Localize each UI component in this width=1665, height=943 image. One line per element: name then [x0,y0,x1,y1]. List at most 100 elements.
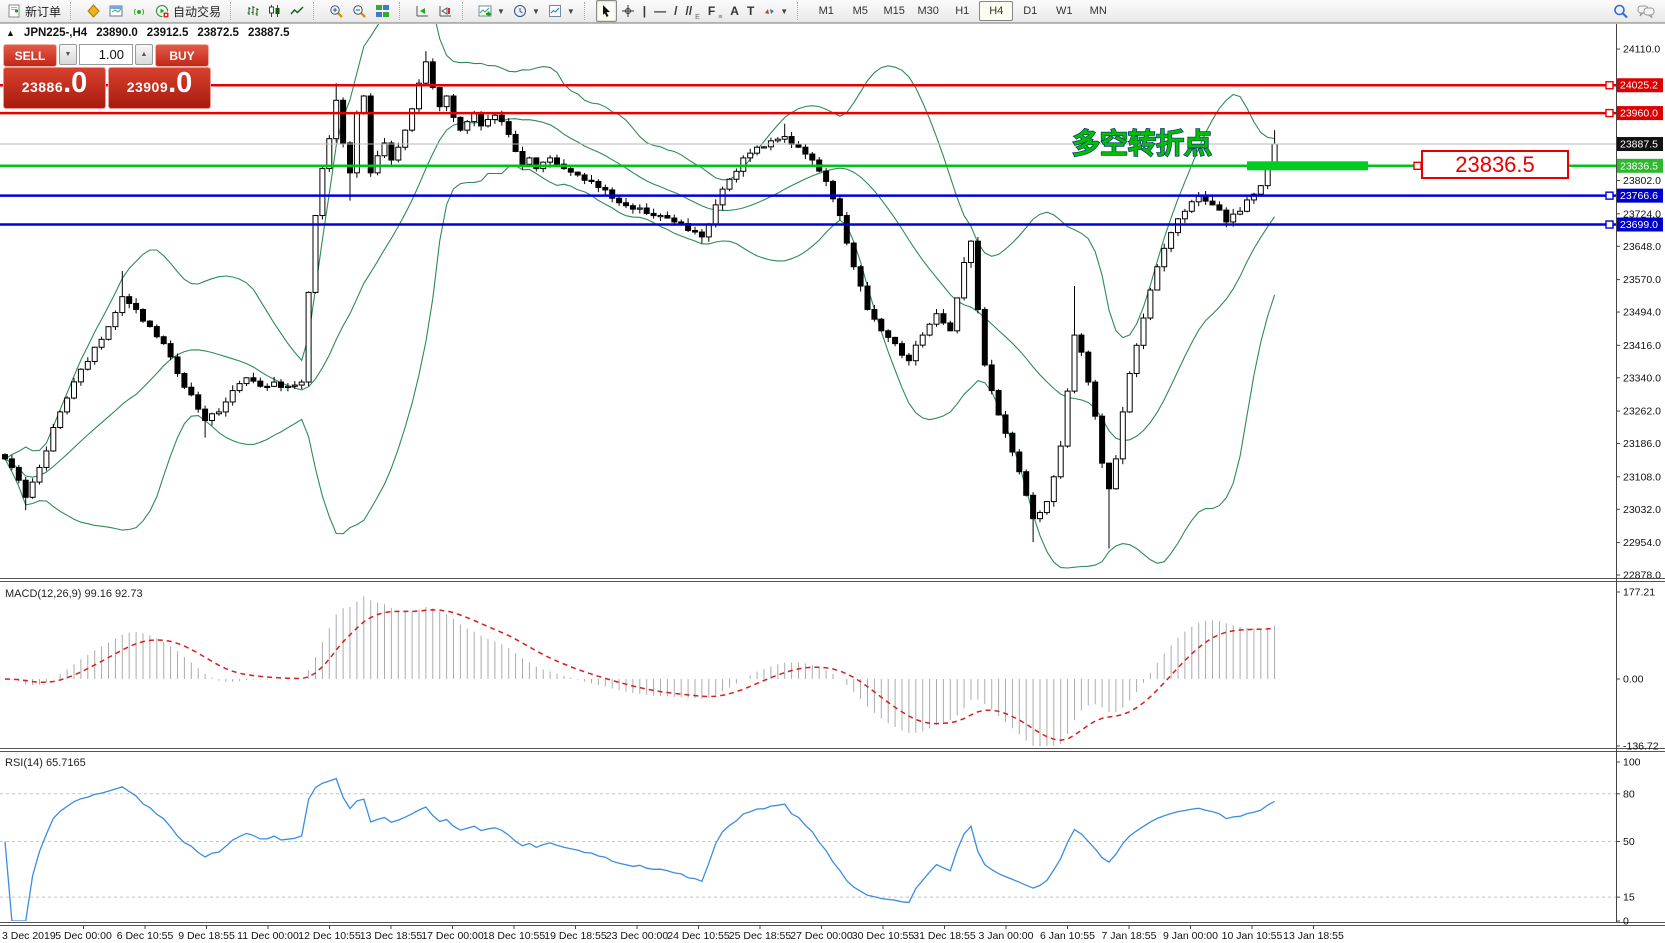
vline-button[interactable]: | [639,0,650,22]
price-badge [1617,78,1663,93]
toolbar-group: | — ///E F ≡ A T ▼ [593,0,795,22]
timeframe-d1-button[interactable]: D1 [1023,5,1038,17]
time-tick-label: 3 Dec 2019 [2,930,56,942]
zoom-in-button[interactable] [325,0,348,22]
vline-icon: | [642,4,647,18]
time-tick-label: 27 Dec 00:00 [790,930,853,942]
chevron-down-icon[interactable]: ▼ [497,6,505,16]
price-callout-text: 23836.5 [1455,152,1535,177]
line-chart-button[interactable] [286,0,308,22]
trendline-button[interactable]: / [670,0,681,22]
timeframe-h1-button[interactable]: H1 [955,5,970,17]
new-order-button[interactable]: 新订单 [3,0,65,22]
cursor-button[interactable] [595,0,617,22]
time-tick-label: 9 Jan 00:00 [1163,930,1218,942]
timeframe-m5-button[interactable]: M5 [852,5,868,17]
one-click-trade-panel: SELL ▼ 1.00 ▲ BUY 23886.0 23909.0 [3,44,211,109]
hline-button[interactable]: — [650,0,670,22]
chart-shift-button[interactable] [434,0,457,22]
timeframe-w1-button[interactable]: W1 [1055,5,1073,17]
arrows-button[interactable]: ▼ [758,0,792,22]
crosshair-button[interactable] [617,0,639,22]
chevron-down-icon[interactable]: ▼ [780,6,789,16]
time-tick-label: 6 Dec 10:55 [117,930,174,942]
window-icon [109,4,124,18]
price-callout-box[interactable] [1421,150,1569,179]
label-button[interactable]: T [743,0,758,22]
sell-button[interactable]: SELL [3,44,57,67]
buy-price-big: .0 [168,67,193,99]
arrows-icon [762,4,776,18]
buy-price[interactable]: 23909.0 [108,67,211,109]
zoom-out-button[interactable] [348,0,371,22]
volume-input[interactable]: 1.00 [79,44,133,65]
macd-indicator [4,596,1276,746]
metaeditor-button[interactable] [82,0,105,22]
chat-icon [1637,4,1655,18]
price-tick-label: 23724.0 [1623,208,1661,220]
buy-button[interactable]: BUY [155,44,209,67]
time-axis[interactable]: 3 Dec 2019 5 Dec 00:00 6 Dec 10:55 9 Dec 18… [2,925,1344,942]
text-icon: A [730,4,739,18]
chat-button[interactable] [1633,0,1659,22]
fibo-icon: F [707,4,716,18]
cursor-icon [600,4,613,18]
bar-chart-button[interactable] [242,0,264,22]
price-badge [1617,137,1663,152]
icon-subscript: ≡ [718,14,723,21]
crosshair-icon [621,4,635,18]
indicators-button[interactable]: ▼ [474,0,509,22]
time-tick-label: 5 Dec 00:00 [55,930,112,942]
templates-button[interactable]: ▼ [544,0,579,22]
sell-price-big: .0 [63,67,88,99]
symbol-ohlc-bar: ▲ JPN225-,H4 23890.0 23912.5 23872.5 238… [6,27,290,39]
new-order-button-label: 新订单 [25,4,62,19]
collapse-ohlc-icon[interactable]: ▲ [6,28,15,38]
text-button[interactable]: A [726,0,743,22]
auto-trading-button-label: 自动交易 [173,4,222,19]
horizontal-lines [0,81,1616,229]
channel-button[interactable]: //E [682,0,704,22]
timeframe-m15-button[interactable]: M15 [883,5,905,17]
chart-window-button[interactable] [105,0,128,22]
toolbar-group [408,0,460,22]
price-axis[interactable]: 24110.0 23802.0 23724.0 23648.0 23570.0 23494… [1616,44,1663,928]
rsi-tick-label: 100 [1623,757,1641,769]
tile-windows-button[interactable] [371,0,394,22]
price-badge [1617,106,1663,121]
signal-icon [132,4,147,18]
toolbar-separator [70,2,77,20]
sell-price[interactable]: 23886.0 [3,67,106,109]
chart-window[interactable]: 多空转折点 23836.5 24110.0 23802.0 23724.0 23648.0… [0,23,1665,943]
time-tick-label: 13 Jan 18:55 [1283,930,1344,942]
macd-tick-label: -136.72 [1623,741,1659,753]
volume-increase-button[interactable]: ▲ [135,44,153,65]
signals-button[interactable] [128,0,151,22]
sell-price-small: 23886 [21,79,64,95]
timeframe-m30-button[interactable]: M30 [917,5,939,17]
price-badge [1617,217,1663,232]
highlight-segment[interactable] [1247,161,1368,171]
timeframe-mn-button[interactable]: MN [1089,5,1107,17]
chart-canvas[interactable]: 多空转折点 23836.5 24110.0 23802.0 23724.0 23648.0… [0,23,1665,943]
candle-chart-button[interactable] [264,0,286,22]
label-icon: T [746,4,755,18]
timeframe-m1-button[interactable]: M1 [818,5,834,17]
annotation-text[interactable]: 多空转折点 [1071,126,1213,160]
auto-scroll-button[interactable] [411,0,434,22]
chevron-down-icon[interactable]: ▼ [531,6,540,16]
periods-button[interactable]: ▼ [509,0,544,22]
new-order-icon [7,4,22,18]
time-tick-label: 24 Dec 10:55 [667,930,730,942]
timeframe-h4-button[interactable]: H4 [979,1,1014,21]
search-icon [1613,4,1629,19]
price-badge-label: 23699.0 [1620,219,1658,231]
fibo-button[interactable]: F ≡ [704,0,726,22]
chevron-down-icon[interactable]: ▼ [566,6,575,16]
auto-trading-button[interactable]: 自动交易 [151,0,225,22]
volume-decrease-button[interactable]: ▼ [59,44,77,65]
price-badge-label: 23960.0 [1620,108,1658,120]
search-button[interactable] [1609,0,1633,22]
price-tick-label: 23416.0 [1623,340,1661,352]
